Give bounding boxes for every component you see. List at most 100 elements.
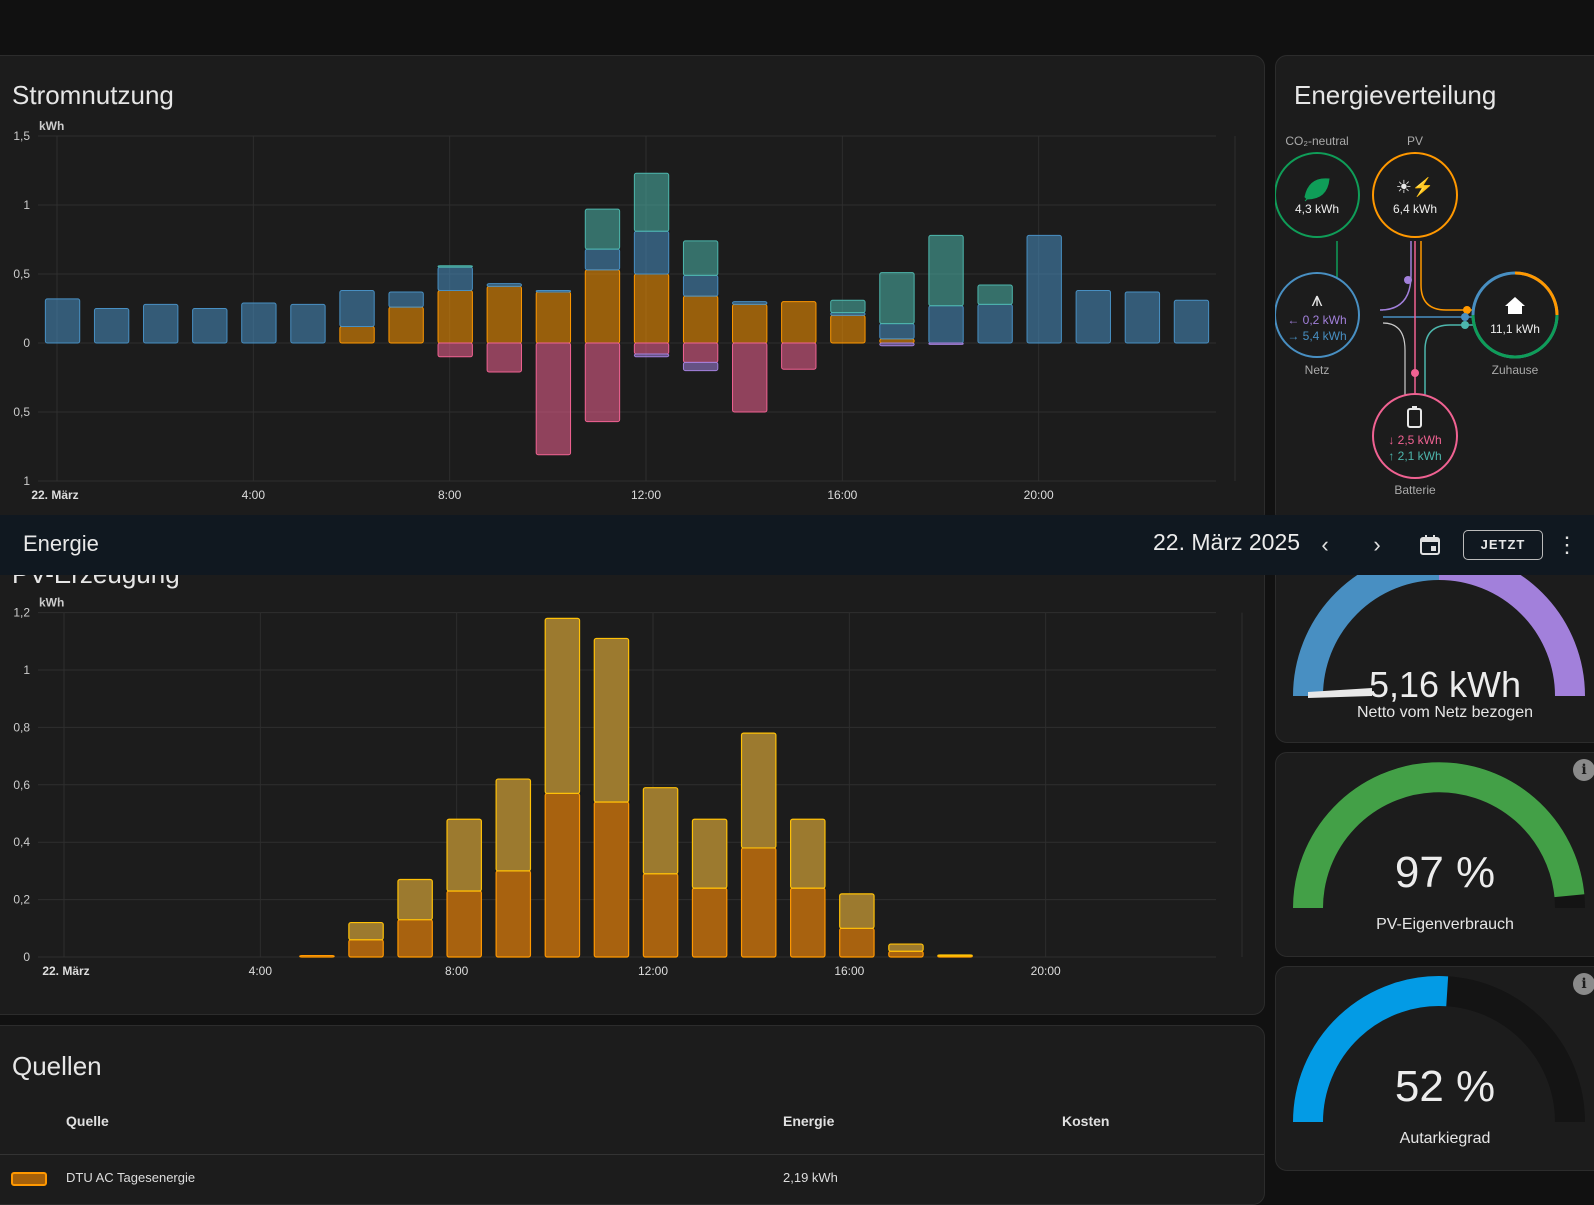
bar: [299, 954, 335, 958]
gauge-needle: [1308, 688, 1372, 698]
x-tick-label: 20:00: [1031, 964, 1061, 978]
chevron-left-icon[interactable]: ‹: [1321, 532, 1329, 557]
bar: [339, 290, 375, 327]
energy-flow-title: Energieverteilung: [1294, 80, 1497, 110]
y-tick-label: 1,2: [13, 606, 30, 620]
bar: [593, 637, 630, 803]
bar: [388, 306, 424, 344]
source-color-swatch: [11, 1172, 47, 1186]
x-tick-label: 12:00: [631, 488, 661, 502]
bar: [1026, 234, 1062, 344]
transmission-tower-icon: ⩚: [1311, 289, 1322, 311]
bar: [642, 787, 679, 875]
info-icon[interactable]: i: [1573, 973, 1594, 995]
gauge-value-selfconsumption: 97 %: [1394, 848, 1496, 897]
bar: [584, 208, 621, 250]
flow-dot: [1461, 313, 1469, 321]
bar: [1124, 291, 1161, 344]
home-ring-battery: [1471, 314, 1559, 359]
bar: [830, 299, 866, 314]
bar: [535, 291, 572, 344]
bar: [437, 265, 473, 268]
bar: [446, 890, 482, 958]
gauge-card-autarky: i 52 % Autarkiegrad: [1275, 966, 1594, 1171]
x-tick-label: 12:00: [638, 964, 668, 978]
bar: [977, 303, 1013, 344]
flow-dot: [1463, 306, 1471, 314]
gauge-label-selfconsumption: PV-Eigenverbrauch: [1376, 916, 1514, 933]
bar: [1075, 290, 1111, 344]
bar: [535, 342, 572, 456]
usage-chart: 1,5 1 0,5 0 0,5 1 kWh 22. März 4:00 8:00 12:00 16:0…: [13, 119, 1236, 502]
y-unit-label: kWh: [39, 596, 64, 610]
y-tick-label: 1: [23, 663, 30, 677]
bar: [790, 887, 826, 958]
more-vert-icon[interactable]: ⋮: [1556, 532, 1578, 557]
x-tick-label: 8:00: [445, 964, 469, 978]
bar: [241, 302, 277, 344]
bar: [44, 298, 81, 344]
usage-card-title: Stromnutzung: [12, 80, 174, 110]
sources-card-title: Quellen: [12, 1051, 102, 1081]
bar: [879, 342, 915, 347]
bar: [888, 950, 924, 958]
bar: [633, 230, 670, 275]
energy-flow-diagram: ☀⚡ ⩚: [1275, 152, 1559, 479]
bar: [93, 308, 130, 344]
bar: [928, 234, 964, 307]
battery-out-value: ↑ 2,1 kWh: [1388, 449, 1442, 463]
bar: [642, 873, 679, 958]
bar: [633, 273, 670, 344]
info-icon[interactable]: i: [1573, 759, 1594, 781]
bar: [495, 870, 532, 958]
x-tick-label: 22. März: [42, 964, 89, 978]
x-tick-label: 4:00: [242, 488, 266, 502]
col-header-energy[interactable]: Energie: [783, 1113, 835, 1129]
flow-line-grid-battery: [1382, 322, 1406, 395]
bar: [388, 291, 424, 308]
selected-date: 22. März 2025: [1153, 529, 1301, 555]
bar: [397, 919, 433, 958]
bar: [928, 305, 964, 344]
today-button[interactable]: JETZT: [1463, 530, 1543, 560]
page-title: Energie: [23, 531, 99, 556]
flow-dot: [1404, 276, 1412, 284]
gauge-label-autarky: Autarkiegrad: [1399, 1130, 1491, 1147]
bar: [781, 342, 817, 370]
bar: [486, 283, 522, 287]
bar: [691, 818, 728, 889]
battery-in-value: ↓ 2,5 kWh: [1388, 433, 1442, 447]
bar: [790, 818, 826, 889]
chevron-right-icon[interactable]: ›: [1373, 532, 1381, 557]
y-tick-label: 0,5: [13, 267, 30, 281]
bar: [682, 342, 719, 363]
home-icon: [1505, 297, 1525, 314]
co2-label: CO₂-neutral: [1285, 134, 1349, 148]
pv-value: 6,4 kWh: [1392, 202, 1437, 216]
x-tick-label: 16:00: [827, 488, 857, 502]
bar: [879, 272, 915, 325]
y-unit-label: kWh: [39, 119, 64, 133]
leaf-icon: [1304, 178, 1330, 202]
flow-line-pv-home: [1420, 241, 1475, 311]
bar: [839, 927, 875, 958]
bar: [740, 732, 777, 849]
bar: [740, 847, 777, 958]
y-tick-label: 0: [23, 336, 30, 350]
flow-dot: [1461, 321, 1469, 329]
bar: [888, 943, 924, 952]
y-tick-label: 0,5: [13, 405, 30, 419]
pv-node: [1372, 152, 1458, 238]
bar: [486, 342, 522, 373]
flow-dot: [1411, 369, 1419, 377]
col-header-cost[interactable]: Kosten: [1062, 1113, 1110, 1129]
calendar-icon[interactable]: [1415, 530, 1445, 560]
battery-node: [1372, 393, 1458, 479]
pv-label: PV: [1406, 134, 1423, 148]
gauge-value-grid: 5,16 kWh: [1368, 664, 1522, 705]
bar: [495, 778, 532, 872]
bar: [839, 893, 875, 929]
col-header-source[interactable]: Quelle: [66, 1113, 109, 1129]
home-value: 11,1 kWh: [1490, 322, 1540, 336]
home-ring-solar: [1514, 271, 1559, 316]
